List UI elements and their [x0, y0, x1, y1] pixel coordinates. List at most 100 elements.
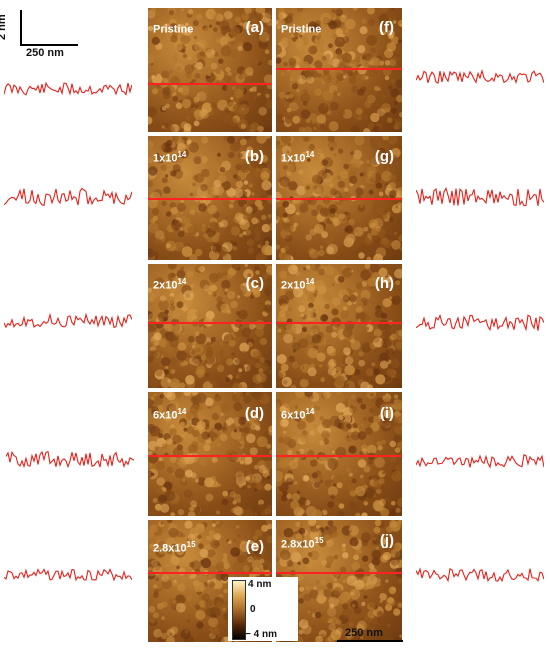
afm-grain [277, 314, 287, 324]
afm-grain [372, 125, 380, 132]
afm-grain [368, 48, 379, 59]
afm-grain [318, 539, 327, 548]
afm-grain [390, 556, 400, 566]
afm-grain [226, 187, 236, 197]
afm-grain [282, 379, 288, 385]
afm-grain [394, 412, 402, 424]
afm-grain [294, 355, 301, 362]
afm-grain [345, 467, 352, 473]
afm-grain [313, 36, 325, 48]
afm-grain [283, 436, 293, 446]
afm-grain [370, 47, 376, 54]
afm-grain [219, 433, 228, 442]
afm-grain [243, 395, 252, 404]
afm-grain [241, 327, 252, 338]
afm-grain [254, 464, 259, 470]
afm-grain [335, 48, 343, 55]
panel-letter: (i) [379, 405, 394, 422]
afm-grain [372, 500, 384, 512]
afm-grain [242, 565, 250, 573]
afm-grain [280, 549, 291, 561]
afm-grain [203, 522, 208, 527]
afm-grain [280, 303, 289, 312]
afm-grain [155, 577, 159, 582]
afm-grain [370, 139, 379, 148]
afm-grain [367, 416, 375, 423]
afm-grain [180, 8, 184, 12]
afm-grain [169, 428, 177, 436]
afm-panel-b: 1x1014 (b) [148, 136, 272, 260]
afm-grain [220, 572, 229, 582]
afm-grain [246, 239, 255, 247]
afm-grain [280, 553, 290, 564]
afm-grain [232, 500, 237, 505]
afm-grain [222, 113, 231, 123]
afm-grain [363, 115, 368, 120]
afm-grain [278, 295, 289, 306]
afm-grain [351, 604, 356, 608]
afm-grain [168, 404, 179, 415]
afm-grain [290, 500, 300, 510]
afm-grain [218, 483, 222, 487]
afm-grain [329, 529, 338, 539]
afm-grain [290, 551, 302, 563]
afm-grain [382, 298, 392, 308]
afm-grain [387, 283, 392, 288]
afm-grain [329, 104, 334, 109]
afm-grain [320, 579, 327, 586]
afm-grain [246, 420, 252, 426]
afm-grain [187, 192, 194, 198]
afm-grain [344, 28, 349, 33]
afm-grain [194, 248, 203, 257]
afm-grain [193, 120, 200, 127]
afm-grain [165, 563, 169, 567]
afm-grain [239, 233, 243, 238]
afm-grain [177, 509, 185, 516]
afm-grain [163, 186, 171, 194]
afm-grain [245, 475, 251, 481]
afm-grain [316, 114, 327, 124]
afm-grain [365, 173, 376, 184]
afm-grain [230, 226, 241, 236]
afm-grain [233, 187, 244, 198]
afm-grain [216, 364, 225, 373]
afm-grain [360, 431, 366, 437]
afm-grain [373, 415, 381, 424]
afm-grain [380, 237, 389, 245]
afm-grain [242, 212, 251, 221]
afm-grain [390, 8, 395, 11]
afm-grain [201, 593, 210, 602]
afm-grain [265, 25, 270, 30]
afm-grain [328, 43, 333, 49]
afm-grain [373, 337, 384, 348]
afm-grain [372, 474, 379, 481]
afm-grain [395, 204, 400, 209]
afm-grain [284, 234, 293, 243]
afm-grain [314, 611, 322, 619]
afm-grain [152, 88, 158, 95]
afm-grain [329, 415, 341, 427]
afm-grain [347, 530, 351, 534]
afm-grain [350, 340, 361, 350]
afm-grain [278, 370, 286, 378]
afm-grain [235, 311, 241, 316]
afm-grain [317, 129, 322, 132]
afm-grain [181, 533, 186, 538]
afm-grain [376, 441, 383, 447]
afm-grain [311, 526, 315, 530]
afm-grain [280, 228, 291, 239]
afm-grain [308, 143, 315, 151]
afm-grain [276, 96, 280, 103]
afm-grain [357, 88, 365, 96]
afm-grain [244, 456, 253, 465]
afm-grain [196, 14, 202, 20]
afm-grain [288, 93, 294, 99]
height-profile-i [416, 453, 544, 469]
afm-grain [174, 241, 184, 252]
afm-panel-h: 2x1014 (h) [276, 264, 402, 388]
afm-grain [279, 171, 286, 178]
afm-grain [289, 225, 297, 232]
height-profile-b [4, 187, 132, 206]
afm-grain [235, 180, 244, 189]
afm-grain [220, 402, 231, 413]
